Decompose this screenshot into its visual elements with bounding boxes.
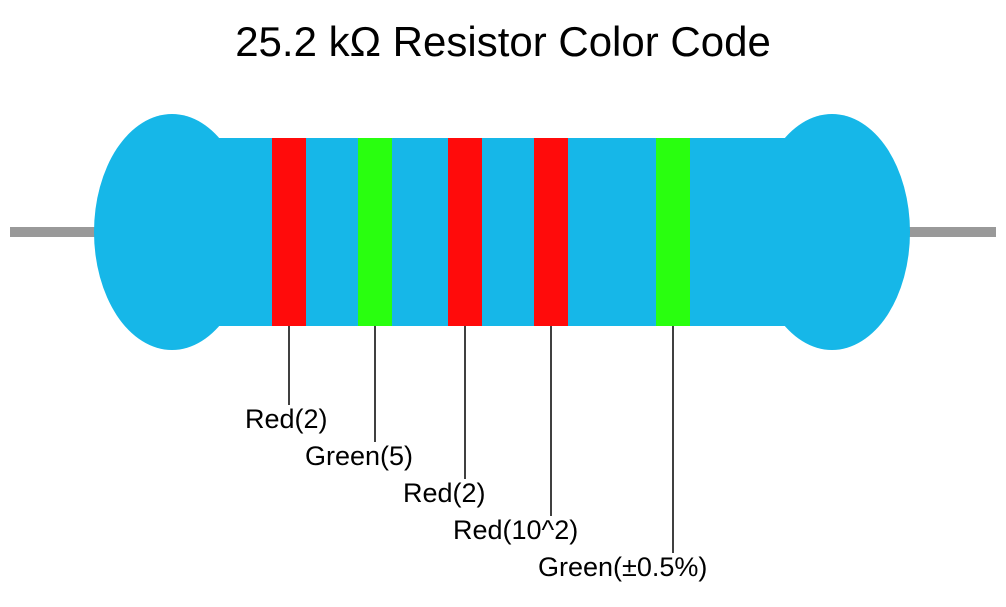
band-5 <box>656 138 690 326</box>
band-label-5: Green(±0.5%) <box>538 552 707 582</box>
band-1 <box>272 138 306 326</box>
resistor-body <box>172 138 832 326</box>
resistor-diagram: Red(2) Green(5) Red(2) Red(10^2) Green(±0.5%… <box>0 0 1006 607</box>
band-4 <box>534 138 568 326</box>
band-label-4: Red(10^2) <box>453 515 578 545</box>
band-3 <box>448 138 482 326</box>
band-label-3: Red(2) <box>403 478 486 508</box>
band-2 <box>358 138 392 326</box>
band-label-1: Red(2) <box>245 404 328 434</box>
band-label-2: Green(5) <box>305 441 413 471</box>
